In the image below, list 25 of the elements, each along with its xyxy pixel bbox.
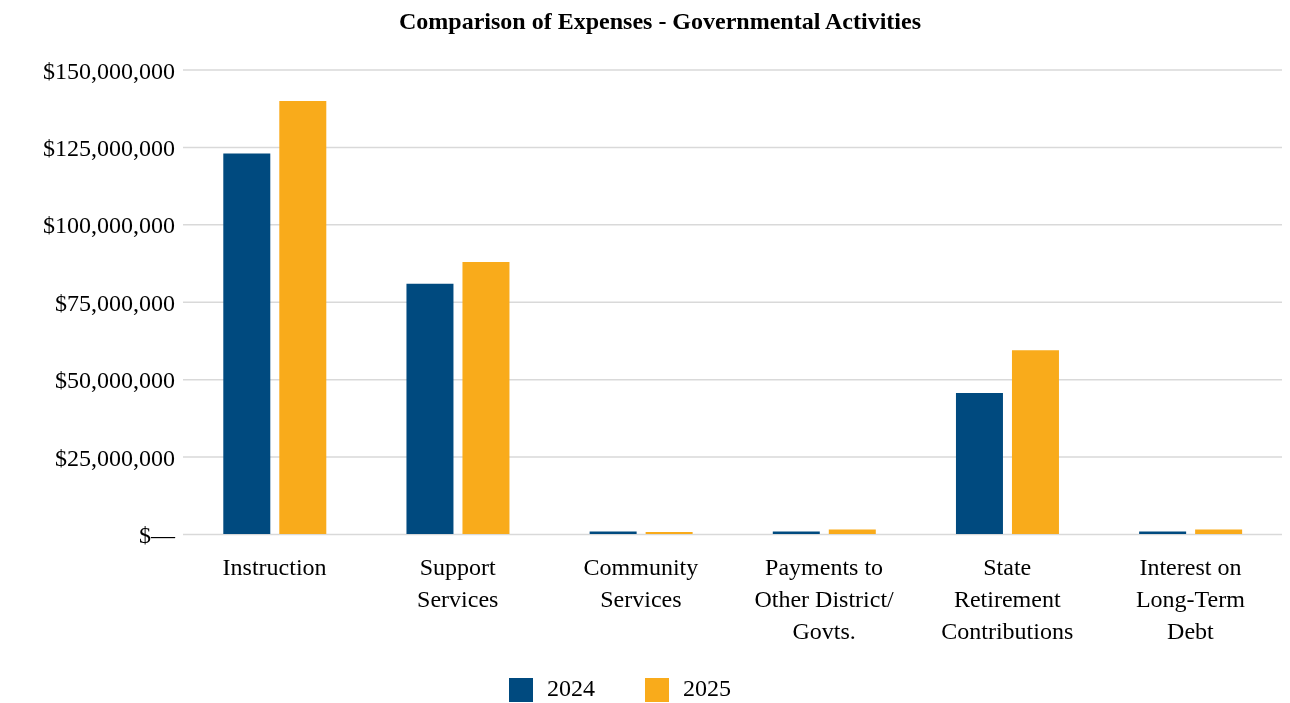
bar: [955, 392, 1003, 535]
y-tick-label: $125,000,000: [43, 134, 175, 161]
chart-title: Comparison of Expenses - Governmental Activities: [398, 8, 922, 36]
bar: [772, 531, 820, 535]
bar: [406, 283, 454, 535]
bar: [279, 100, 327, 535]
legend-label: 2025: [683, 674, 731, 701]
legend-label: 2024: [547, 674, 595, 701]
x-tick-label: State Retirement Contributions: [941, 553, 1074, 644]
y-tick-label: $150,000,000: [43, 57, 175, 84]
x-tick-label: Interest on Long-Term Debt: [1135, 553, 1246, 644]
bar: [1011, 350, 1059, 535]
x-tick-label: Instruction: [222, 553, 327, 580]
bar: [1139, 531, 1187, 535]
x-tick-label: Community Services: [583, 553, 699, 612]
y-tick-label: $—: [139, 522, 176, 549]
x-tick-label: Support Services: [417, 553, 499, 612]
x-tick-label: Payments to Other District/ Govts.: [754, 553, 895, 644]
bar: [589, 531, 637, 535]
bar: [223, 153, 271, 535]
y-tick-label: $100,000,000: [43, 212, 175, 239]
y-tick-label: $75,000,000: [55, 289, 175, 316]
y-tick-label: $50,000,000: [55, 367, 175, 394]
y-tick-label: $25,000,000: [55, 444, 175, 471]
bar: [462, 262, 510, 535]
